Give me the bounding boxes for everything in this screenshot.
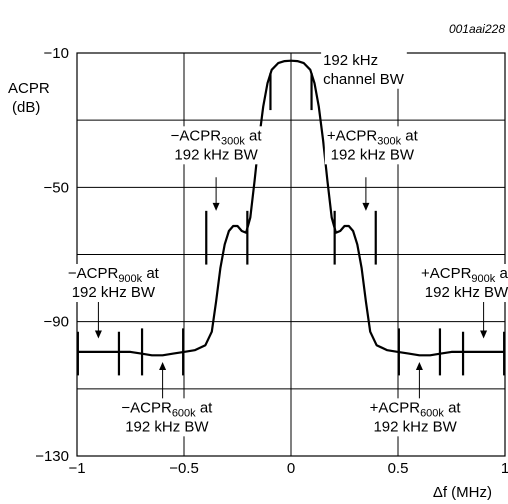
annotation-background — [324, 126, 421, 165]
x-axis-label: Δf (MHz) — [433, 484, 492, 501]
annotation-segment: at — [142, 265, 160, 282]
annotation-segment: at — [196, 399, 214, 416]
annotation-background — [119, 398, 216, 437]
x-tick-label: −1 — [68, 460, 85, 477]
arrow-head — [212, 202, 220, 211]
x-tick-label: 1 — [501, 460, 508, 477]
annotation-text: 192 kHz BW — [425, 284, 508, 301]
annotation-text: +ACPR900k at — [421, 265, 508, 285]
annotation-text: 192 kHz BW — [72, 284, 156, 301]
annotation-background — [321, 50, 407, 89]
arrow-head — [94, 330, 102, 339]
annotation-label: 192 kHz channel BW — [321, 50, 407, 89]
y-tick-label: −130 — [35, 448, 69, 465]
annotation-segment: at — [401, 127, 419, 144]
annotation-text: −ACPR600k at — [121, 399, 213, 419]
figure-id: 001aai228 — [449, 22, 505, 36]
annotation-text: −ACPR300k at — [171, 127, 263, 147]
annotation-segment: at — [245, 127, 263, 144]
annotation-text: 192 kHz BW — [125, 418, 209, 435]
y-axis-label: ACPR — [8, 80, 50, 97]
annotation-segment: 192 kHz BW — [331, 146, 415, 163]
annotation-subscript: 300k — [377, 135, 401, 147]
annotation-segment: 192 kHz BW — [72, 284, 156, 301]
annotation-text: 192 kHz — [323, 52, 378, 69]
annotation-text: +ACPR300k at — [327, 127, 419, 147]
annotation-subscript: 300k — [221, 135, 245, 147]
annotation-segment: −ACPR — [171, 127, 222, 144]
annotation-text: +ACPR600k at — [370, 399, 462, 419]
annotation-text: 192 kHz BW — [373, 418, 457, 435]
annotation-segment: at — [495, 265, 508, 282]
annotation-subscript: 600k — [420, 407, 444, 419]
plot-frame — [76, 52, 506, 457]
annotation-segment: 192 kHz BW — [425, 284, 508, 301]
annotation-subscript: 900k — [118, 273, 142, 285]
annotation-segment: 192 kHz BW — [373, 418, 457, 435]
annotation-segment: +ACPR — [421, 265, 472, 282]
annotation-subscript: 900k — [471, 273, 495, 285]
arrow-head — [362, 202, 370, 211]
annotation-background — [418, 264, 508, 303]
x-tick-label: 0 — [287, 460, 295, 477]
grid-lines — [77, 53, 505, 456]
annotation-background — [168, 126, 265, 165]
annotation-text: 192 kHz BW — [331, 146, 415, 163]
tick-labels: −1 −0.5 0 0.5 1 −10 −50 −90 −130 — [35, 45, 508, 477]
plot-border — [76, 52, 506, 457]
arrow-head — [415, 361, 423, 370]
x-tick-label: 0.5 — [388, 460, 409, 477]
annotation-segment: 192 kHz BW — [125, 418, 209, 435]
annotation-segment: 192 kHz — [323, 52, 378, 69]
arrow-head — [480, 330, 488, 339]
annotation-text: channel BW — [323, 71, 405, 88]
x-tick-label: −0.5 — [169, 460, 199, 477]
arrow-head — [159, 361, 167, 370]
y-tick-label: −10 — [44, 45, 69, 62]
annotation-segment: 192 kHz BW — [174, 146, 258, 163]
y-tick-label: −50 — [44, 179, 69, 196]
annotation-segment: +ACPR — [370, 399, 421, 416]
y-tick-label: −90 — [44, 314, 69, 331]
annotation-text: −ACPR900k at — [68, 265, 160, 285]
annotation-segment: channel BW — [323, 71, 405, 88]
y-axis-unit: (dB) — [12, 99, 40, 116]
annotation-segment: −ACPR — [68, 265, 119, 282]
annotation-segment: −ACPR — [121, 399, 172, 416]
acpr-curve — [77, 59, 505, 357]
series-group — [77, 59, 505, 357]
annotation-subscript: 600k — [172, 407, 196, 419]
annotation-background — [367, 398, 464, 437]
annotation-segment: +ACPR — [327, 127, 378, 144]
annotation-segment: at — [444, 399, 462, 416]
annotation-text: 192 kHz BW — [174, 146, 258, 163]
annotation-background — [65, 264, 162, 303]
